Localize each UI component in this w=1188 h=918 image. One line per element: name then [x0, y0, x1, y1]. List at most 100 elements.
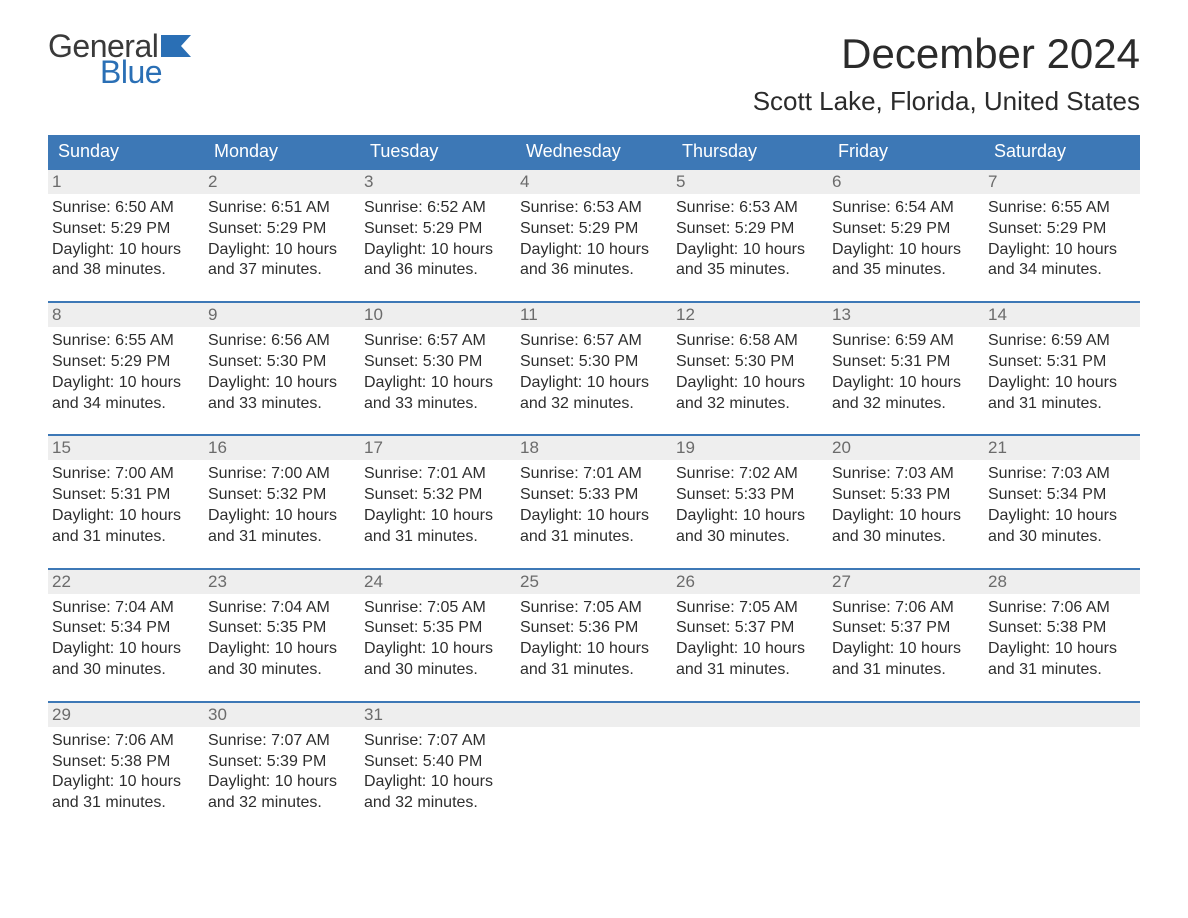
day-number: 9: [204, 303, 360, 327]
day-sunset: Sunset: 5:39 PM: [208, 752, 354, 773]
day-details: Sunrise: 7:05 AMSunset: 5:35 PMDaylight:…: [360, 594, 516, 685]
day-sunset: Sunset: 5:29 PM: [988, 219, 1134, 240]
day-dl2: and 30 minutes.: [208, 660, 354, 681]
day-sunset: Sunset: 5:35 PM: [364, 618, 510, 639]
day-sunrise: Sunrise: 7:04 AM: [208, 598, 354, 619]
day-details: Sunrise: 6:50 AMSunset: 5:29 PMDaylight:…: [48, 194, 204, 285]
calendar-day: 6Sunrise: 6:54 AMSunset: 5:29 PMDaylight…: [828, 170, 984, 285]
dow-cell: Thursday: [672, 135, 828, 168]
day-number: 5: [672, 170, 828, 194]
day-number: 22: [48, 570, 204, 594]
day-dl2: and 31 minutes.: [364, 527, 510, 548]
day-dl2: and 34 minutes.: [988, 260, 1134, 281]
day-dl1: Daylight: 10 hours: [676, 506, 822, 527]
calendar-day: 5Sunrise: 6:53 AMSunset: 5:29 PMDaylight…: [672, 170, 828, 285]
day-sunrise: Sunrise: 7:02 AM: [676, 464, 822, 485]
day-dl1: Daylight: 10 hours: [364, 772, 510, 793]
day-sunrise: Sunrise: 7:04 AM: [52, 598, 198, 619]
calendar-day: 13Sunrise: 6:59 AMSunset: 5:31 PMDayligh…: [828, 303, 984, 418]
day-details: Sunrise: 6:55 AMSunset: 5:29 PMDaylight:…: [48, 327, 204, 418]
day-details: Sunrise: 7:04 AMSunset: 5:34 PMDaylight:…: [48, 594, 204, 685]
day-dl1: Daylight: 10 hours: [988, 506, 1134, 527]
day-dl2: and 36 minutes.: [520, 260, 666, 281]
dow-cell: Wednesday: [516, 135, 672, 168]
day-sunset: Sunset: 5:32 PM: [208, 485, 354, 506]
day-sunrise: Sunrise: 7:07 AM: [364, 731, 510, 752]
day-details: Sunrise: 6:53 AMSunset: 5:29 PMDaylight:…: [672, 194, 828, 285]
day-dl1: Daylight: 10 hours: [676, 639, 822, 660]
day-sunset: Sunset: 5:38 PM: [988, 618, 1134, 639]
day-sunset: Sunset: 5:31 PM: [988, 352, 1134, 373]
day-dl1: Daylight: 10 hours: [52, 506, 198, 527]
day-number: 25: [516, 570, 672, 594]
day-number: 31: [360, 703, 516, 727]
day-number: 13: [828, 303, 984, 327]
day-sunrise: Sunrise: 6:51 AM: [208, 198, 354, 219]
day-dl2: and 36 minutes.: [364, 260, 510, 281]
day-sunrise: Sunrise: 7:06 AM: [52, 731, 198, 752]
day-dl2: and 30 minutes.: [364, 660, 510, 681]
day-sunrise: Sunrise: 6:54 AM: [832, 198, 978, 219]
day-dl2: and 31 minutes.: [988, 660, 1134, 681]
day-number: [672, 703, 828, 727]
day-dl1: Daylight: 10 hours: [832, 373, 978, 394]
day-details: Sunrise: 6:51 AMSunset: 5:29 PMDaylight:…: [204, 194, 360, 285]
day-sunrise: Sunrise: 7:00 AM: [52, 464, 198, 485]
day-sunrise: Sunrise: 6:55 AM: [52, 331, 198, 352]
day-dl1: Daylight: 10 hours: [364, 506, 510, 527]
day-sunset: Sunset: 5:35 PM: [208, 618, 354, 639]
brand-logo: General Blue: [48, 30, 191, 88]
calendar-day: 21Sunrise: 7:03 AMSunset: 5:34 PMDayligh…: [984, 436, 1140, 551]
day-sunrise: Sunrise: 7:05 AM: [676, 598, 822, 619]
day-details: Sunrise: 7:01 AMSunset: 5:33 PMDaylight:…: [516, 460, 672, 551]
day-dl1: Daylight: 10 hours: [520, 373, 666, 394]
day-dl2: and 31 minutes.: [520, 660, 666, 681]
day-sunset: Sunset: 5:29 PM: [208, 219, 354, 240]
calendar-day: 19Sunrise: 7:02 AMSunset: 5:33 PMDayligh…: [672, 436, 828, 551]
day-sunset: Sunset: 5:31 PM: [832, 352, 978, 373]
day-sunrise: Sunrise: 7:00 AM: [208, 464, 354, 485]
day-number: 29: [48, 703, 204, 727]
day-number: 30: [204, 703, 360, 727]
day-sunset: Sunset: 5:30 PM: [520, 352, 666, 373]
day-dl2: and 37 minutes.: [208, 260, 354, 281]
day-number: 20: [828, 436, 984, 460]
day-number: 7: [984, 170, 1140, 194]
day-sunrise: Sunrise: 6:57 AM: [364, 331, 510, 352]
day-sunrise: Sunrise: 7:06 AM: [832, 598, 978, 619]
dow-cell: Friday: [828, 135, 984, 168]
day-sunset: Sunset: 5:40 PM: [364, 752, 510, 773]
day-details: Sunrise: 6:55 AMSunset: 5:29 PMDaylight:…: [984, 194, 1140, 285]
calendar-day: 27Sunrise: 7:06 AMSunset: 5:37 PMDayligh…: [828, 570, 984, 685]
day-details: Sunrise: 7:07 AMSunset: 5:39 PMDaylight:…: [204, 727, 360, 818]
day-sunset: Sunset: 5:29 PM: [364, 219, 510, 240]
day-dl1: Daylight: 10 hours: [676, 240, 822, 261]
day-sunrise: Sunrise: 6:58 AM: [676, 331, 822, 352]
calendar-day: 20Sunrise: 7:03 AMSunset: 5:33 PMDayligh…: [828, 436, 984, 551]
day-sunset: Sunset: 5:29 PM: [52, 219, 198, 240]
day-dl2: and 38 minutes.: [52, 260, 198, 281]
calendar-day: 4Sunrise: 6:53 AMSunset: 5:29 PMDaylight…: [516, 170, 672, 285]
day-dl2: and 31 minutes.: [52, 793, 198, 814]
day-sunrise: Sunrise: 7:03 AM: [832, 464, 978, 485]
calendar-day: 7Sunrise: 6:55 AMSunset: 5:29 PMDaylight…: [984, 170, 1140, 285]
day-sunset: Sunset: 5:29 PM: [52, 352, 198, 373]
day-number: 26: [672, 570, 828, 594]
calendar-week: 29Sunrise: 7:06 AMSunset: 5:38 PMDayligh…: [48, 701, 1140, 818]
day-number: 10: [360, 303, 516, 327]
calendar-day: [828, 703, 984, 818]
day-dl2: and 31 minutes.: [52, 527, 198, 548]
day-number: 6: [828, 170, 984, 194]
day-details: Sunrise: 6:54 AMSunset: 5:29 PMDaylight:…: [828, 194, 984, 285]
location: Scott Lake, Florida, United States: [753, 86, 1140, 117]
calendar-week: 15Sunrise: 7:00 AMSunset: 5:31 PMDayligh…: [48, 434, 1140, 551]
calendar-day: 26Sunrise: 7:05 AMSunset: 5:37 PMDayligh…: [672, 570, 828, 685]
day-number: [984, 703, 1140, 727]
day-sunset: Sunset: 5:30 PM: [208, 352, 354, 373]
calendar-day: 22Sunrise: 7:04 AMSunset: 5:34 PMDayligh…: [48, 570, 204, 685]
calendar-day: 25Sunrise: 7:05 AMSunset: 5:36 PMDayligh…: [516, 570, 672, 685]
day-of-week-header: SundayMondayTuesdayWednesdayThursdayFrid…: [48, 135, 1140, 168]
brand-word-blue: Blue: [100, 56, 191, 88]
day-sunset: Sunset: 5:29 PM: [676, 219, 822, 240]
day-dl1: Daylight: 10 hours: [52, 772, 198, 793]
